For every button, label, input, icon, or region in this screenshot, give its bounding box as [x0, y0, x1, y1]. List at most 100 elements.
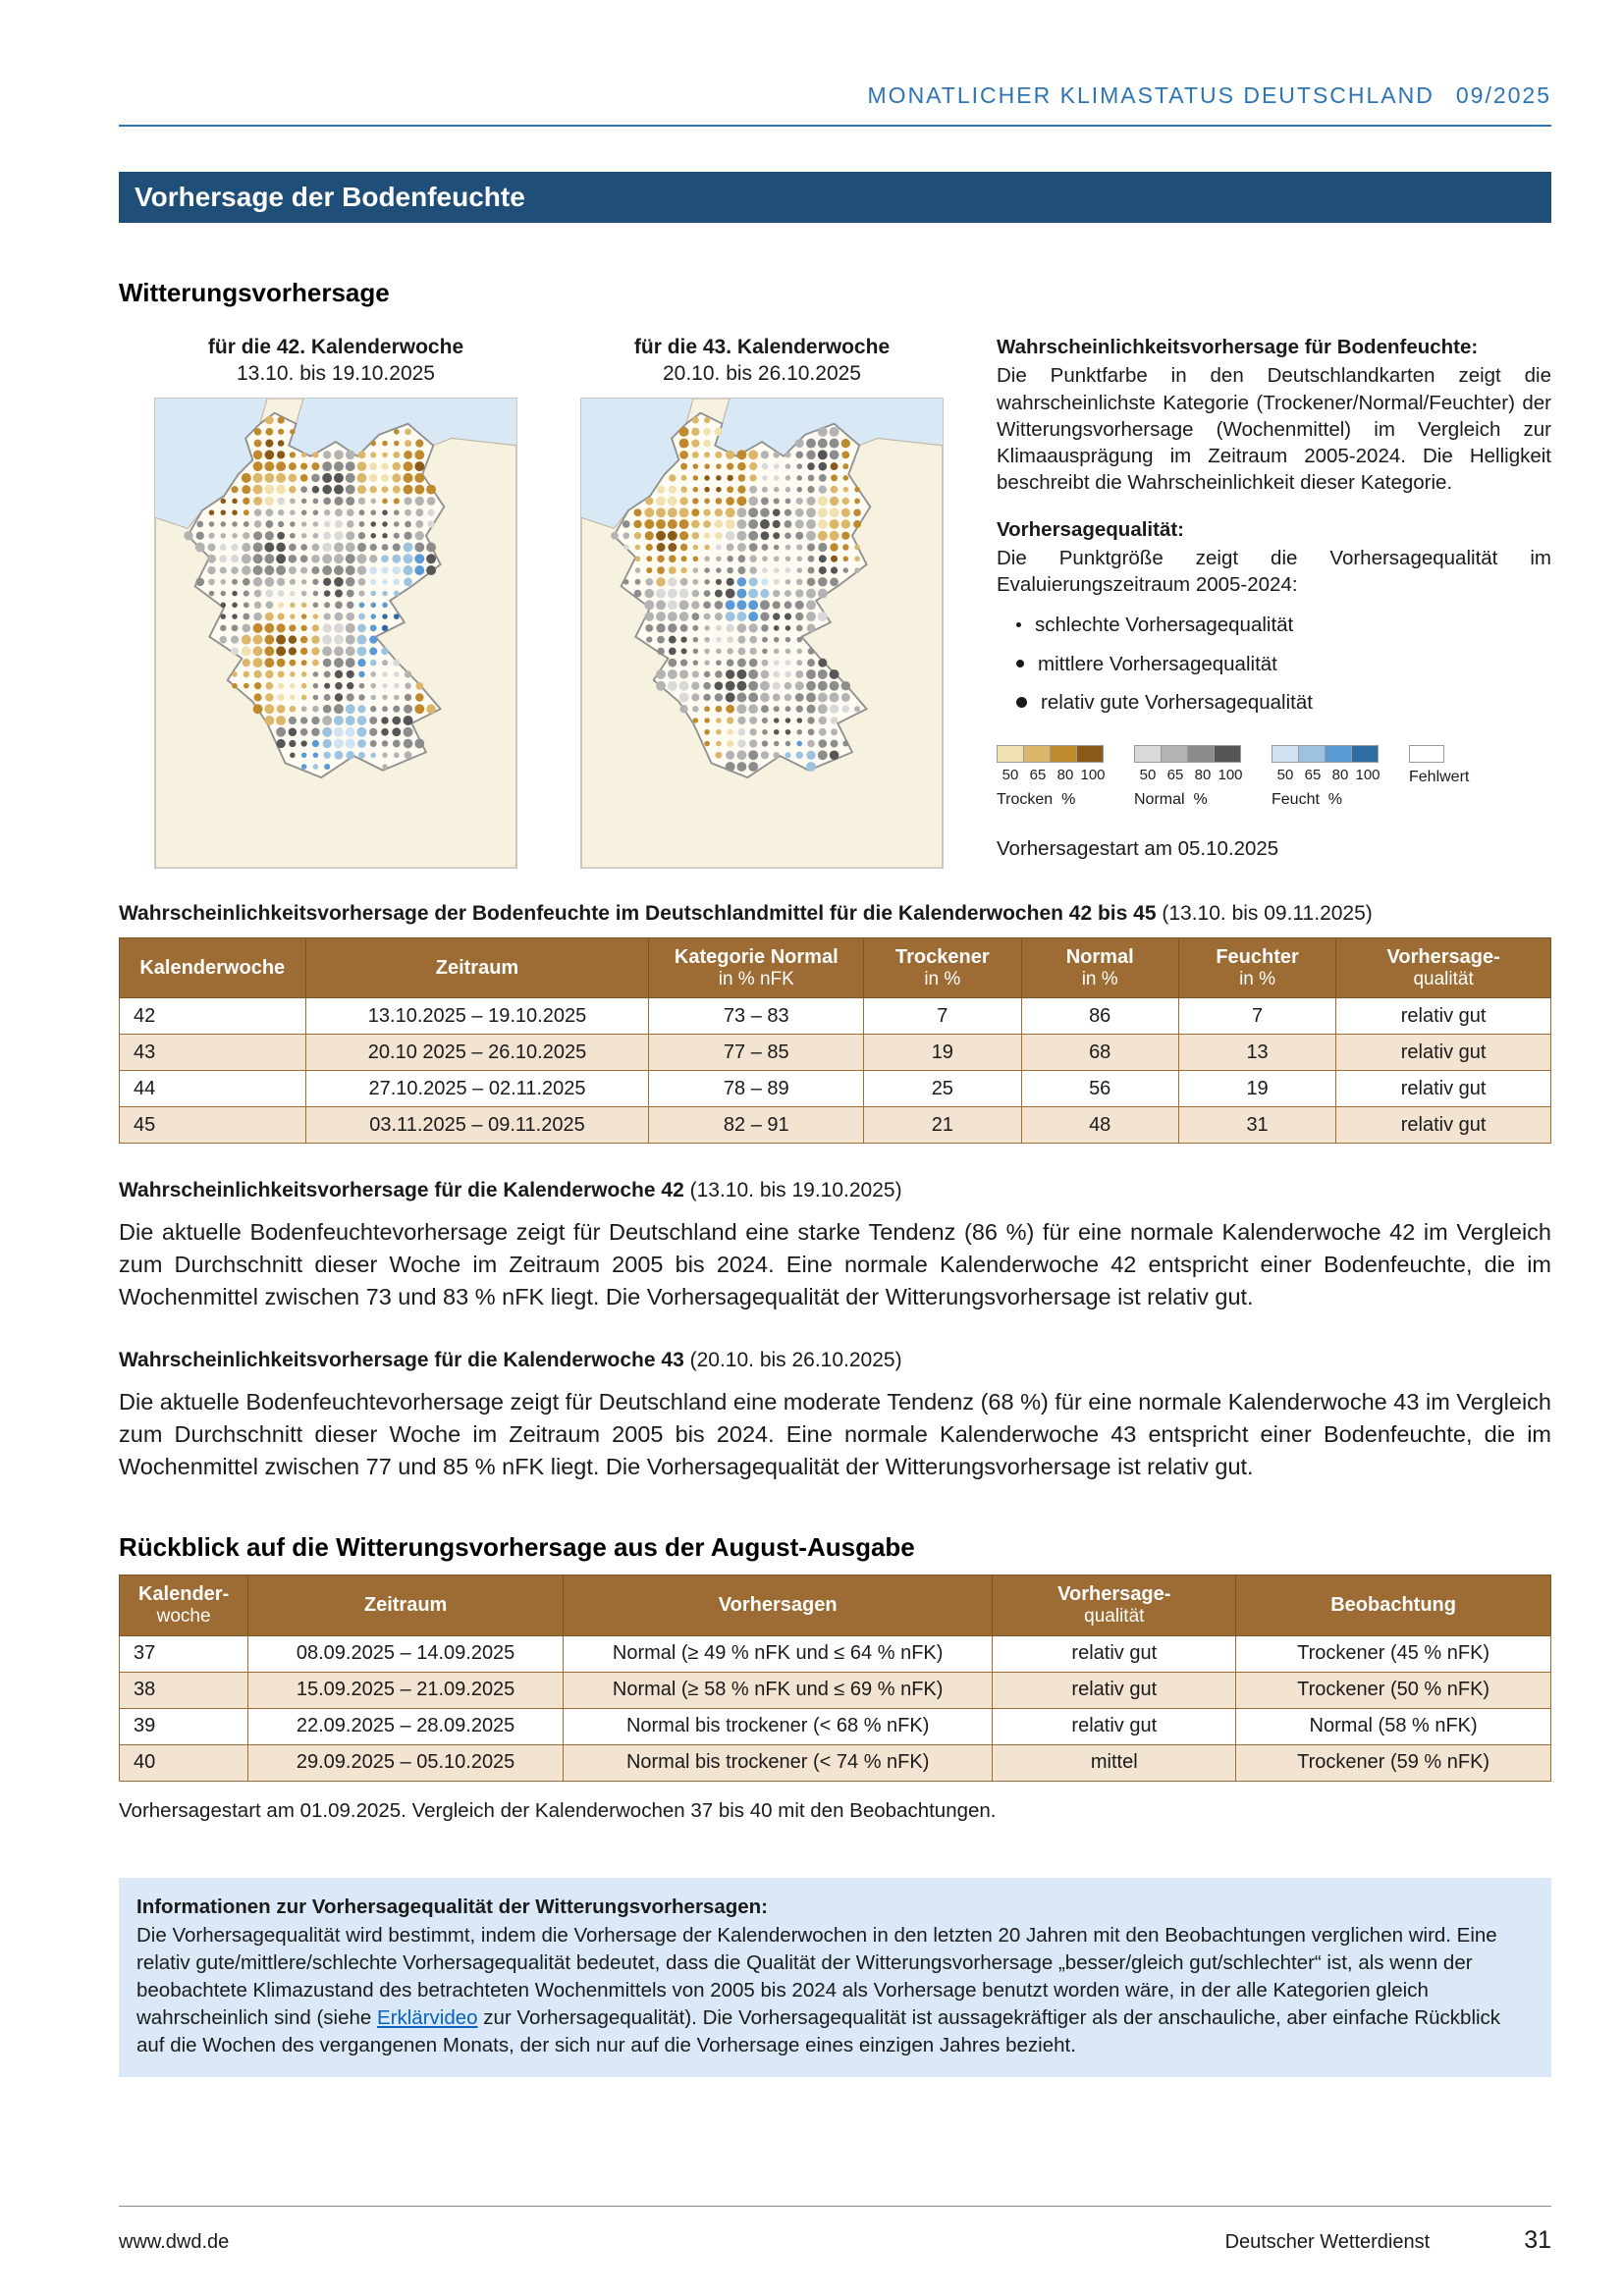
column-header: Trockener in %: [863, 936, 1022, 999]
legend-swatch: [1023, 745, 1051, 763]
table-cell: 7: [863, 997, 1022, 1036]
table-cell: 03.11.2025 – 09.11.2025: [304, 1106, 650, 1145]
review-note: Vorhersagestart am 01.09.2025. Vergleich…: [119, 1798, 997, 1822]
report-issue: 09/2025: [1455, 82, 1551, 108]
kw43-paragraph: Die aktuelle Bodenfeuchtevorhersage zeig…: [119, 1389, 1551, 1479]
table-cell: 13: [1177, 1034, 1337, 1072]
table-cell: Normal (58 % nFK): [1235, 1707, 1551, 1745]
column-header: Kalenderwoche: [119, 936, 306, 999]
table-cell: mittel: [992, 1743, 1237, 1782]
quality-bullet-label: schlechte Vorhersagequalität: [1035, 614, 1294, 637]
table-cell: 37: [118, 1634, 249, 1673]
map-svg: [581, 398, 943, 868]
table-cell: 78 – 89: [648, 1070, 865, 1108]
map-caption-period: 20.10. bis 26.10.2025: [662, 362, 861, 386]
table-cell: 20.10 2025 – 26.10.2025: [304, 1034, 650, 1072]
column-header: Normal in %: [1020, 936, 1179, 999]
legend-swatch: [1076, 745, 1104, 763]
table-cell: 31: [1177, 1106, 1337, 1145]
erklaervideo-link[interactable]: Erklärvideo: [376, 2006, 478, 2030]
infobox-title: Informationen zur Vorhersagequalität der…: [136, 1895, 769, 1918]
legend-swatch: [1351, 745, 1379, 763]
quality-dot-icon: [1016, 696, 1027, 708]
column-header: Feuchter in %: [1177, 936, 1337, 999]
chapter-title: Vorhersage der Bodenfeuchte: [135, 182, 525, 212]
table-cell: Normal (≥ 49 % nFK und ≤ 64 % nFK): [562, 1634, 994, 1673]
kw42-paragraph: Die aktuelle Bodenfeuchtevorhersage zeig…: [119, 1219, 1551, 1310]
table-cell: 86: [1020, 997, 1179, 1036]
legend-swatch: [997, 745, 1024, 763]
table-cell: 19: [863, 1034, 1022, 1072]
legend-swatch: [1134, 745, 1162, 763]
quality-infobox: Informationen zur Vorhersagequalität der…: [119, 1877, 1551, 2077]
table-cell: 43: [119, 1034, 306, 1072]
kw42-heading: Wahrscheinlichkeitsvorhersage für die Ka…: [119, 1179, 902, 1202]
quality-title: Vorhersagequalität:: [997, 517, 1184, 541]
chapter-banner: Vorhersage der Bodenfeuchte: [119, 172, 1551, 223]
table-cell: 56: [1020, 1070, 1179, 1108]
table-row: 42 13.10.2025 – 19.10.2025 73 – 83 7 86 7 rela…: [119, 997, 1551, 1036]
map-caption-title: für die 42. Kalenderwoche: [207, 336, 464, 358]
quality-dot-icon: [1016, 660, 1024, 668]
footer-publisher: Deutscher Wetterdienst: [1224, 2231, 1431, 2253]
column-header: Beobachtung: [1235, 1574, 1551, 1636]
section-heading-rueckblick: Rückblick auf die Witterungsvorhersage a…: [119, 1531, 915, 1562]
map-caption-period: 13.10. bis 19.10.2025: [236, 362, 435, 386]
map-figure-kw42: für die 42. Kalenderwoche 13.10. bis 19.…: [154, 334, 517, 869]
quality-bullet-label: mittlere Vorhersagequalität: [1038, 652, 1277, 675]
table1-caption: Wahrscheinlichkeitsvorhersage der Bodenf…: [119, 901, 1373, 925]
column-header: Zeitraum: [304, 936, 650, 999]
table-cell: 42: [119, 997, 306, 1036]
page-number: 31: [1524, 2226, 1551, 2254]
legend-swatch: [1298, 745, 1326, 763]
column-header: Vorhersagen: [562, 1574, 994, 1636]
quality-bullet-item: schlechte Vorhersagequalität: [1016, 612, 1551, 638]
legend-group-fehlwert: Fehlwert: [1409, 745, 1469, 787]
legend-swatch: [1272, 745, 1299, 763]
table-cell: relativ gut: [992, 1707, 1237, 1745]
table-cell: 68: [1020, 1034, 1179, 1072]
table-cell: 22.09.2025 – 28.09.2025: [247, 1707, 564, 1745]
map-explanation-sidebar: Wahrscheinlichkeitsvorhersage für Bodenf…: [997, 334, 1551, 869]
table-cell: Trockener (59 % nFK): [1235, 1743, 1551, 1782]
table-row: 40 29.09.2025 – 05.10.2025 Normal bis troc…: [118, 1743, 1551, 1782]
table-cell: Trockener (45 % nFK): [1235, 1634, 1551, 1673]
table-cell: 08.09.2025 – 14.09.2025: [247, 1634, 564, 1673]
column-header: Zeitraum: [247, 1574, 564, 1636]
maps-and-sidebar-row: für die 42. Kalenderwoche 13.10. bis 19.…: [119, 334, 1551, 869]
table-cell: 38: [118, 1671, 249, 1709]
kw43-heading: Wahrscheinlichkeitsvorhersage für die Ka…: [119, 1349, 902, 1372]
quality-bullet-item: mittlere Vorhersagequalität: [1016, 651, 1551, 677]
quality-bullet-list: schlechte Vorhersagequalität mittlere Vor…: [1016, 612, 1551, 716]
quality-bullet-item: relativ gute Vorhersagequalität: [1016, 689, 1551, 716]
table-row: 39 22.09.2025 – 28.09.2025 Normal bis troc…: [118, 1707, 1551, 1745]
infobox-body: Die Vorhersagequalität wird bestimmt, in…: [136, 1924, 1501, 2056]
table-cell: 25: [863, 1070, 1022, 1108]
table-row: 37 08.09.2025 – 14.09.2025 Normal (≥ 49 % …: [118, 1634, 1551, 1673]
table-row: 45 03.11.2025 – 09.11.2025 82 – 91 21 48 31 re…: [119, 1106, 1551, 1145]
germany-dot-map-kw42: [154, 397, 517, 869]
quality-dot-icon: [1016, 622, 1021, 628]
table-cell: 40: [118, 1743, 249, 1782]
table-cell: relativ gut: [992, 1634, 1237, 1673]
probability-text: Die Punktfarbe in den Deutschlandkarten …: [997, 364, 1551, 495]
legend-group-feucht: 50 65 80 100 Feucht %: [1272, 745, 1381, 810]
table-cell: 82 – 91: [648, 1106, 865, 1145]
map-caption-kw43: für die 43. Kalenderwoche 20.10. bis 26.…: [580, 334, 944, 388]
legend-swatch: [1050, 745, 1077, 763]
legend-label: Normal %: [1134, 790, 1208, 808]
table-cell: relativ gut: [1335, 1070, 1551, 1108]
legend-label: Trocken %: [997, 790, 1076, 808]
table-cell: 7: [1177, 997, 1337, 1036]
section-heading-witterungsvorhersage: Witterungsvorhersage: [119, 278, 390, 307]
legend-swatch: [1187, 745, 1215, 763]
legend-group-trocken: 50 65 80 100 Trocken %: [997, 745, 1107, 810]
legend-swatch-missing: [1409, 745, 1444, 763]
legend-swatch: [1214, 745, 1241, 763]
color-legend: 50 65 80 100 Trocken % 50 65 80 100 Normal % 50 65 8…: [997, 745, 1551, 810]
page-footer: www.dwd.de Deutscher Wetterdienst 31: [119, 2206, 1551, 2255]
legend-swatch: [1161, 745, 1188, 763]
table-cell: 77 – 85: [648, 1034, 865, 1072]
table-row: 43 20.10 2025 – 26.10.2025 77 – 85 19 68 13 re…: [119, 1034, 1551, 1072]
map-figure-kw43: für die 43. Kalenderwoche 20.10. bis 26.…: [580, 334, 944, 869]
